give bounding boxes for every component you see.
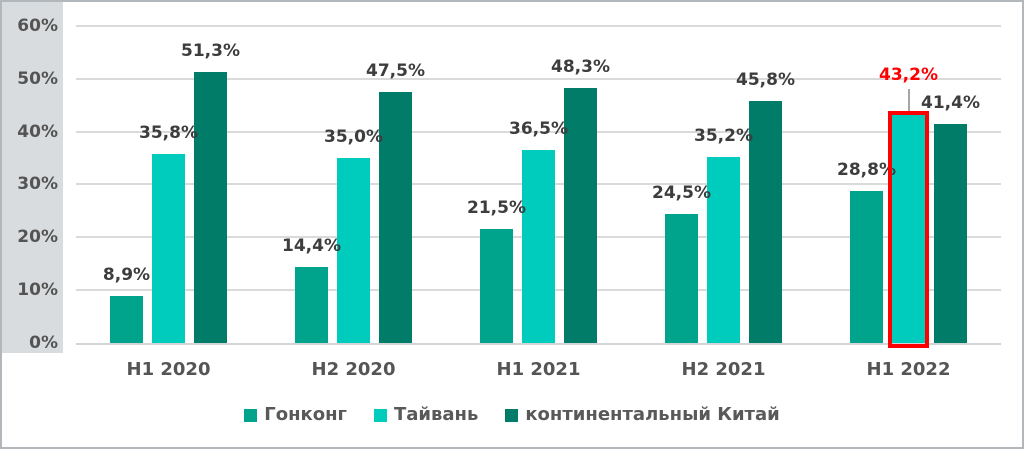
bar [749,100,782,343]
data-label-highlighted: 43,2% [879,65,938,85]
data-label: 35,0% [324,127,383,147]
gridline [76,77,1001,80]
bar [522,150,555,343]
data-label: 21,5% [467,198,526,219]
bar [934,124,967,343]
legend-item: Тайвань [373,404,479,426]
bar [337,158,370,343]
bar [379,92,412,343]
data-label: 35,2% [694,126,753,146]
legend-label: Тайвань [393,404,479,425]
data-label: 14,4% [282,235,341,256]
bar [665,213,698,343]
y-tick-label: 0% [29,333,58,353]
data-label: 47,5% [366,61,425,81]
data-label: 51,3% [181,40,240,61]
data-label: 8,9% [102,265,151,285]
bar [152,153,185,343]
legend-swatch-icon [373,408,387,422]
legend-swatch-icon [505,408,519,422]
bar [564,87,597,343]
legend-label: Гонконг [264,404,347,425]
legend-item: Гонконг [244,404,347,426]
y-tick-label: 30% [17,174,58,195]
y-tick-label: 40% [17,121,58,142]
leader-line [907,89,910,111]
data-label: 28,8% [837,159,896,180]
x-category-label: H1 2022 [866,359,951,380]
x-category-label: H2 2020 [311,359,396,380]
x-category-label: H2 2021 [681,359,766,380]
highlight-box [888,110,929,348]
bar [295,266,328,343]
left-margin-panel [2,2,63,353]
gridline [76,24,1001,27]
bar [480,229,513,343]
x-category-label: H1 2021 [496,359,581,380]
legend: Гонконг Тайвань континентальный Китай [2,402,1022,428]
y-tick-label: 60% [17,15,58,36]
legend-swatch-icon [244,408,258,422]
bar [194,71,227,343]
bar [707,157,740,343]
data-label: 45,8% [736,69,795,90]
legend-item: континентальный Китай [505,404,780,426]
gridline [76,130,1001,133]
x-category-label: H1 2020 [126,359,211,380]
data-label: 41,4% [921,93,980,114]
y-tick-label: 50% [17,68,58,89]
data-label: 48,3% [551,56,610,77]
data-label: 24,5% [652,182,711,203]
data-label: 36,5% [509,119,568,140]
bar [892,114,925,343]
x-axis-line [76,343,1001,345]
y-tick-label: 10% [17,280,58,301]
y-tick-label: 20% [17,227,58,248]
bar [850,190,883,343]
legend-label: континентальный Китай [525,404,780,425]
bar [110,296,143,343]
data-label: 35,8% [139,122,198,143]
